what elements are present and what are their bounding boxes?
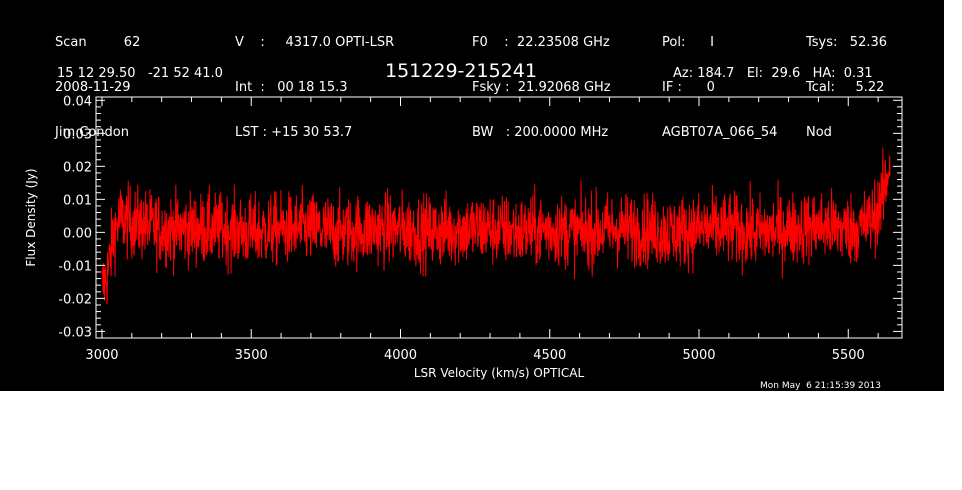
header-col-tsys: Tsys: 52.36 Tcal: 5.22 Nod: [806, 5, 887, 155]
y-tick-label: -0.03: [58, 325, 92, 340]
header-col-frequency: F0 : 22.23508 GHz Fsky : 21.92068 GHz BW…: [472, 5, 611, 155]
header-col-scan: Scan 62 2008-11-29 Jim Condon: [55, 5, 140, 155]
series-trace: [101, 147, 891, 304]
integration-label: Int : 00 18 15.3: [235, 80, 348, 95]
bw-label: BW : 200.0000 MHz: [472, 125, 609, 140]
source-name: 151229-215241: [385, 60, 537, 82]
tick-labels: 3000 3500 4000 4500 5000 5500 -0.03 -0.02 -0.01 0…: [58, 94, 864, 363]
y-tick-label: 0.02: [63, 160, 92, 175]
x-axis-label: LSR Velocity (km/s) OPTICAL: [414, 366, 585, 380]
y-tick-label: 0.00: [63, 226, 92, 241]
y-tick-label: 0.04: [63, 94, 92, 109]
y-tick-label: -0.01: [58, 259, 92, 274]
fsky-label: Fsky : 21.92068 GHz: [472, 80, 611, 95]
scan-label: Scan 62: [55, 35, 141, 50]
y-tick-label: -0.02: [58, 292, 92, 307]
project-label: AGBT07A_066_54: [662, 125, 778, 140]
azel-label: Az: 184.7 El: 29.6 HA: 0.31: [673, 66, 873, 81]
f0-label: F0 : 22.23508 GHz: [472, 35, 610, 50]
y-axis-label: Flux Density (Jy): [24, 168, 38, 266]
tsys-label: Tsys: 52.36: [806, 35, 888, 50]
header-col-pol: Pol: I IF : 0 AGBT07A_066_54: [662, 5, 777, 155]
x-tick-label: 3000: [85, 348, 118, 363]
series-line: [101, 147, 891, 304]
timestamp: Mon May 6 21:15:39 2013: [760, 381, 881, 391]
header-col-velocity: V : 4317.0 OPTI-LSR Int : 00 18 15.3 LST…: [235, 5, 394, 155]
date-label: 2008-11-29: [55, 80, 131, 95]
coords-label: 15 12 29.50 -21 52 41.0: [57, 66, 223, 81]
plot-panel: [0, 0, 944, 391]
x-tick-label: 5500: [832, 348, 865, 363]
x-tick-label: 5000: [682, 348, 715, 363]
pol-label: Pol: I: [662, 35, 714, 50]
x-tick-label: 4000: [384, 348, 417, 363]
velocity-label: V : 4317.0 OPTI-LSR: [235, 35, 395, 50]
x-tick-label: 4500: [533, 348, 566, 363]
y-tick-label: 0.03: [63, 127, 92, 142]
axis-ticks: [96, 97, 902, 339]
tcal-label: Tcal: 5.22: [806, 80, 885, 95]
observer-label: Jim Condon: [55, 125, 129, 140]
plot-frame: [95, 96, 903, 339]
lst-label: LST : +15 30 53.7: [235, 125, 353, 140]
y-tick-label: 0.01: [63, 193, 92, 208]
if-label: IF : 0: [662, 80, 715, 95]
x-tick-label: 3500: [235, 348, 268, 363]
mode-label: Nod: [806, 125, 832, 140]
spectrum-chart: 3000 3500 4000 4500 5000 5500 -0.03 -0.02 -0.01 0…: [24, 94, 903, 380]
